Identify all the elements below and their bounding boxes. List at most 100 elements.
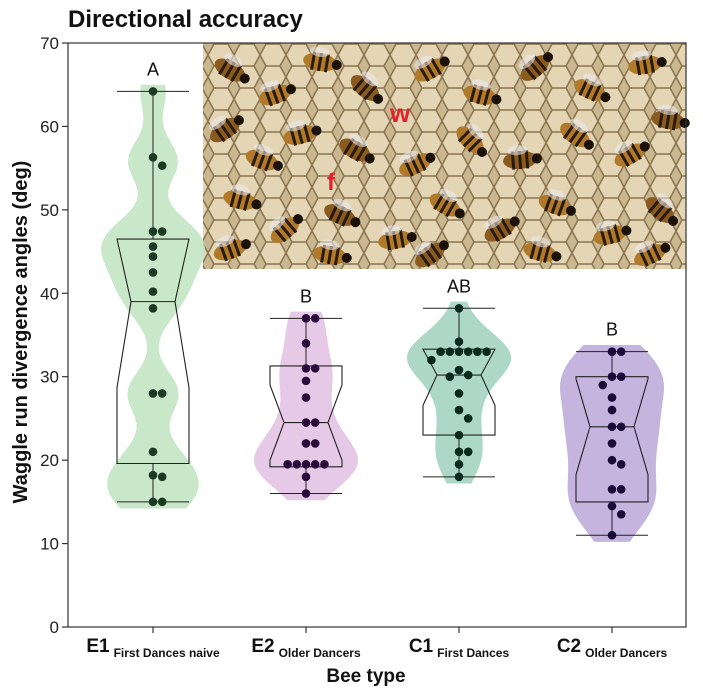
bee-figure [213, 235, 251, 262]
bee-head [425, 152, 436, 163]
bee-stripe [606, 225, 614, 245]
data-point [607, 393, 617, 402]
bee-wing [413, 240, 432, 256]
bee-stripe [635, 57, 642, 76]
bee-stripe [542, 244, 551, 263]
plot-frame [67, 42, 687, 628]
bee-stripe [488, 224, 500, 243]
bee-stripe [562, 122, 576, 140]
bee-stripe [403, 159, 414, 177]
bee-stripe [647, 197, 662, 214]
data-point [301, 460, 311, 469]
y-tick-label: 70 [40, 34, 59, 53]
x-tick-label: E1 First Dances naive [86, 636, 220, 660]
bee-stripe [529, 241, 538, 260]
data-point [454, 389, 464, 398]
bee-stripe [648, 54, 655, 73]
data-point [454, 430, 464, 440]
bee-stripe [212, 125, 226, 143]
bee-stripe [225, 241, 235, 259]
photo-label-w: w [389, 98, 411, 128]
data-point [310, 439, 320, 448]
bee-stripe [574, 130, 588, 148]
bee-figure [245, 144, 283, 172]
data-point [148, 252, 158, 261]
data-point [157, 389, 167, 398]
bee-stripe [591, 84, 602, 102]
bee-wing [507, 145, 528, 156]
y-axis-label: Waggle run divergence angles (deg) [10, 161, 32, 504]
bee-figure [208, 115, 244, 143]
bee-stripe [326, 245, 334, 265]
data-point [445, 372, 455, 382]
bee-stripe [524, 150, 530, 169]
bee-head [679, 117, 690, 128]
bee-stripe [242, 192, 251, 211]
data-point [301, 314, 311, 323]
bee-wing [309, 46, 330, 58]
bee-stripe [476, 85, 484, 105]
bee-figure [339, 133, 375, 164]
y-tick-label: 20 [40, 451, 59, 470]
bee-figure [456, 123, 488, 158]
y-tick-label: 50 [40, 201, 59, 220]
bee-stripe [416, 153, 427, 171]
bee-stripe [429, 242, 443, 260]
x-axis: E1 First Dances naive E2 Older Dancers C1 Fir… [86, 627, 667, 660]
y-tick-label: 40 [40, 284, 59, 303]
bee-head [311, 125, 322, 136]
bee-figure [324, 198, 361, 228]
bee-stripe [270, 86, 280, 104]
bee-stripe [533, 55, 548, 72]
data-point [463, 447, 473, 457]
bee-figure [303, 46, 342, 73]
bee-stripe [671, 112, 678, 131]
bee-stripe [257, 151, 267, 169]
chart-title: Directional accuracy [68, 6, 303, 33]
data-point [301, 472, 311, 482]
data-point [607, 347, 617, 356]
bee-wing [319, 239, 340, 251]
bee-figure [484, 215, 520, 243]
data-point [473, 347, 482, 356]
bee-stripe [333, 247, 340, 266]
bee-stripe [418, 64, 430, 83]
bee-head [406, 232, 417, 243]
bee-stripe [641, 55, 649, 75]
bee-figure [523, 236, 562, 263]
data-point [454, 405, 464, 415]
bee-stripe [417, 250, 431, 268]
bee-wing [484, 215, 503, 229]
bee-stripe [229, 189, 238, 208]
photo-bees [208, 46, 690, 268]
y-tick-label: 0 [50, 618, 59, 637]
data-point [148, 470, 158, 480]
data-point [301, 339, 311, 348]
data-point [607, 372, 617, 382]
bee-wing [570, 118, 588, 133]
bee-head [438, 240, 449, 251]
point-layer [148, 87, 626, 540]
significance-letter: B [300, 286, 312, 306]
data-point [463, 414, 473, 423]
data-point [148, 497, 158, 507]
data-point [320, 460, 329, 469]
bee-wing [399, 150, 419, 163]
bee-stripe [385, 232, 392, 251]
bee-stripe [272, 226, 287, 243]
bee-stripe [664, 110, 672, 130]
y-tick-label: 30 [40, 368, 59, 387]
x-tick-label: C1 First Dances [409, 636, 510, 660]
bee-figure [214, 53, 250, 84]
bee-figure [645, 193, 679, 226]
bee-head [531, 153, 542, 164]
bee-figure [268, 214, 304, 243]
data-point [616, 460, 626, 469]
data-point [148, 87, 158, 96]
bee-stripe [482, 87, 491, 106]
bee-figure [518, 52, 554, 81]
data-point [148, 389, 158, 398]
bee-wing [361, 71, 379, 87]
data-point [148, 268, 158, 277]
